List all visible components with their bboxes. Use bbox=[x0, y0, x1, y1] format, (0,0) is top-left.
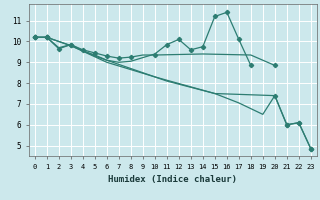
X-axis label: Humidex (Indice chaleur): Humidex (Indice chaleur) bbox=[108, 175, 237, 184]
